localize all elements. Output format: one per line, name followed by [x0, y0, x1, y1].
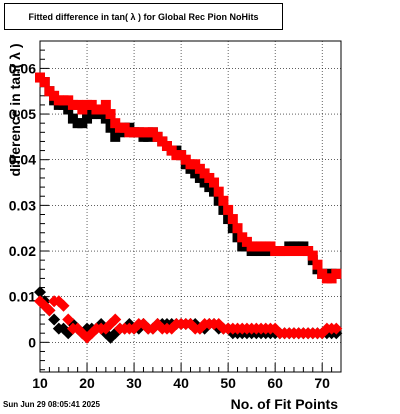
- data-point: [227, 214, 238, 225]
- data-point: [209, 177, 220, 188]
- data-point: [39, 77, 50, 88]
- x-tick-label: 60: [267, 375, 283, 391]
- y-tick-label: 0.06: [9, 60, 36, 76]
- data-point: [100, 99, 111, 110]
- x-tick-label: 70: [314, 375, 330, 391]
- data-point: [62, 313, 75, 326]
- x-tick-label: 10: [32, 375, 48, 391]
- data-point: [307, 250, 318, 261]
- y-tick-label: 0.01: [9, 289, 36, 305]
- chart-title: Fitted difference in tan( λ ) for Global…: [4, 3, 283, 30]
- data-point: [34, 286, 46, 299]
- data-point: [330, 322, 343, 335]
- data-point: [218, 195, 229, 206]
- x-tick-label: 50: [220, 375, 236, 391]
- series-1: [35, 72, 342, 284]
- y-tick-label: 0: [28, 334, 36, 350]
- data-point: [331, 268, 342, 279]
- data-point: [57, 299, 70, 312]
- data-point: [105, 109, 116, 120]
- x-tick-label: 30: [126, 375, 142, 391]
- data-points: [34, 72, 343, 344]
- x-axis-label: No. of Fit Points: [230, 396, 338, 412]
- y-tick-label: 0.02: [9, 243, 36, 259]
- timestamp: Sun Jun 29 08:05:41 2025: [3, 400, 100, 409]
- x-tick-label: 40: [173, 375, 189, 391]
- x-tick-label: 20: [79, 375, 95, 391]
- data-point: [48, 313, 61, 326]
- y-tick-label: 0.04: [9, 152, 36, 168]
- data-point: [213, 186, 224, 197]
- y-tick-label: 0.03: [9, 197, 36, 213]
- y-tick-label: 0.05: [9, 106, 36, 122]
- data-point: [223, 204, 234, 215]
- data-point: [109, 313, 122, 326]
- y-axis-label: difference in tan( λ ): [7, 43, 23, 176]
- series-3: [34, 295, 343, 344]
- data-point: [232, 223, 243, 234]
- data-point: [312, 259, 323, 270]
- data-point: [43, 304, 56, 317]
- x-axis: 10 20 30 40 50 60 70: [32, 363, 342, 391]
